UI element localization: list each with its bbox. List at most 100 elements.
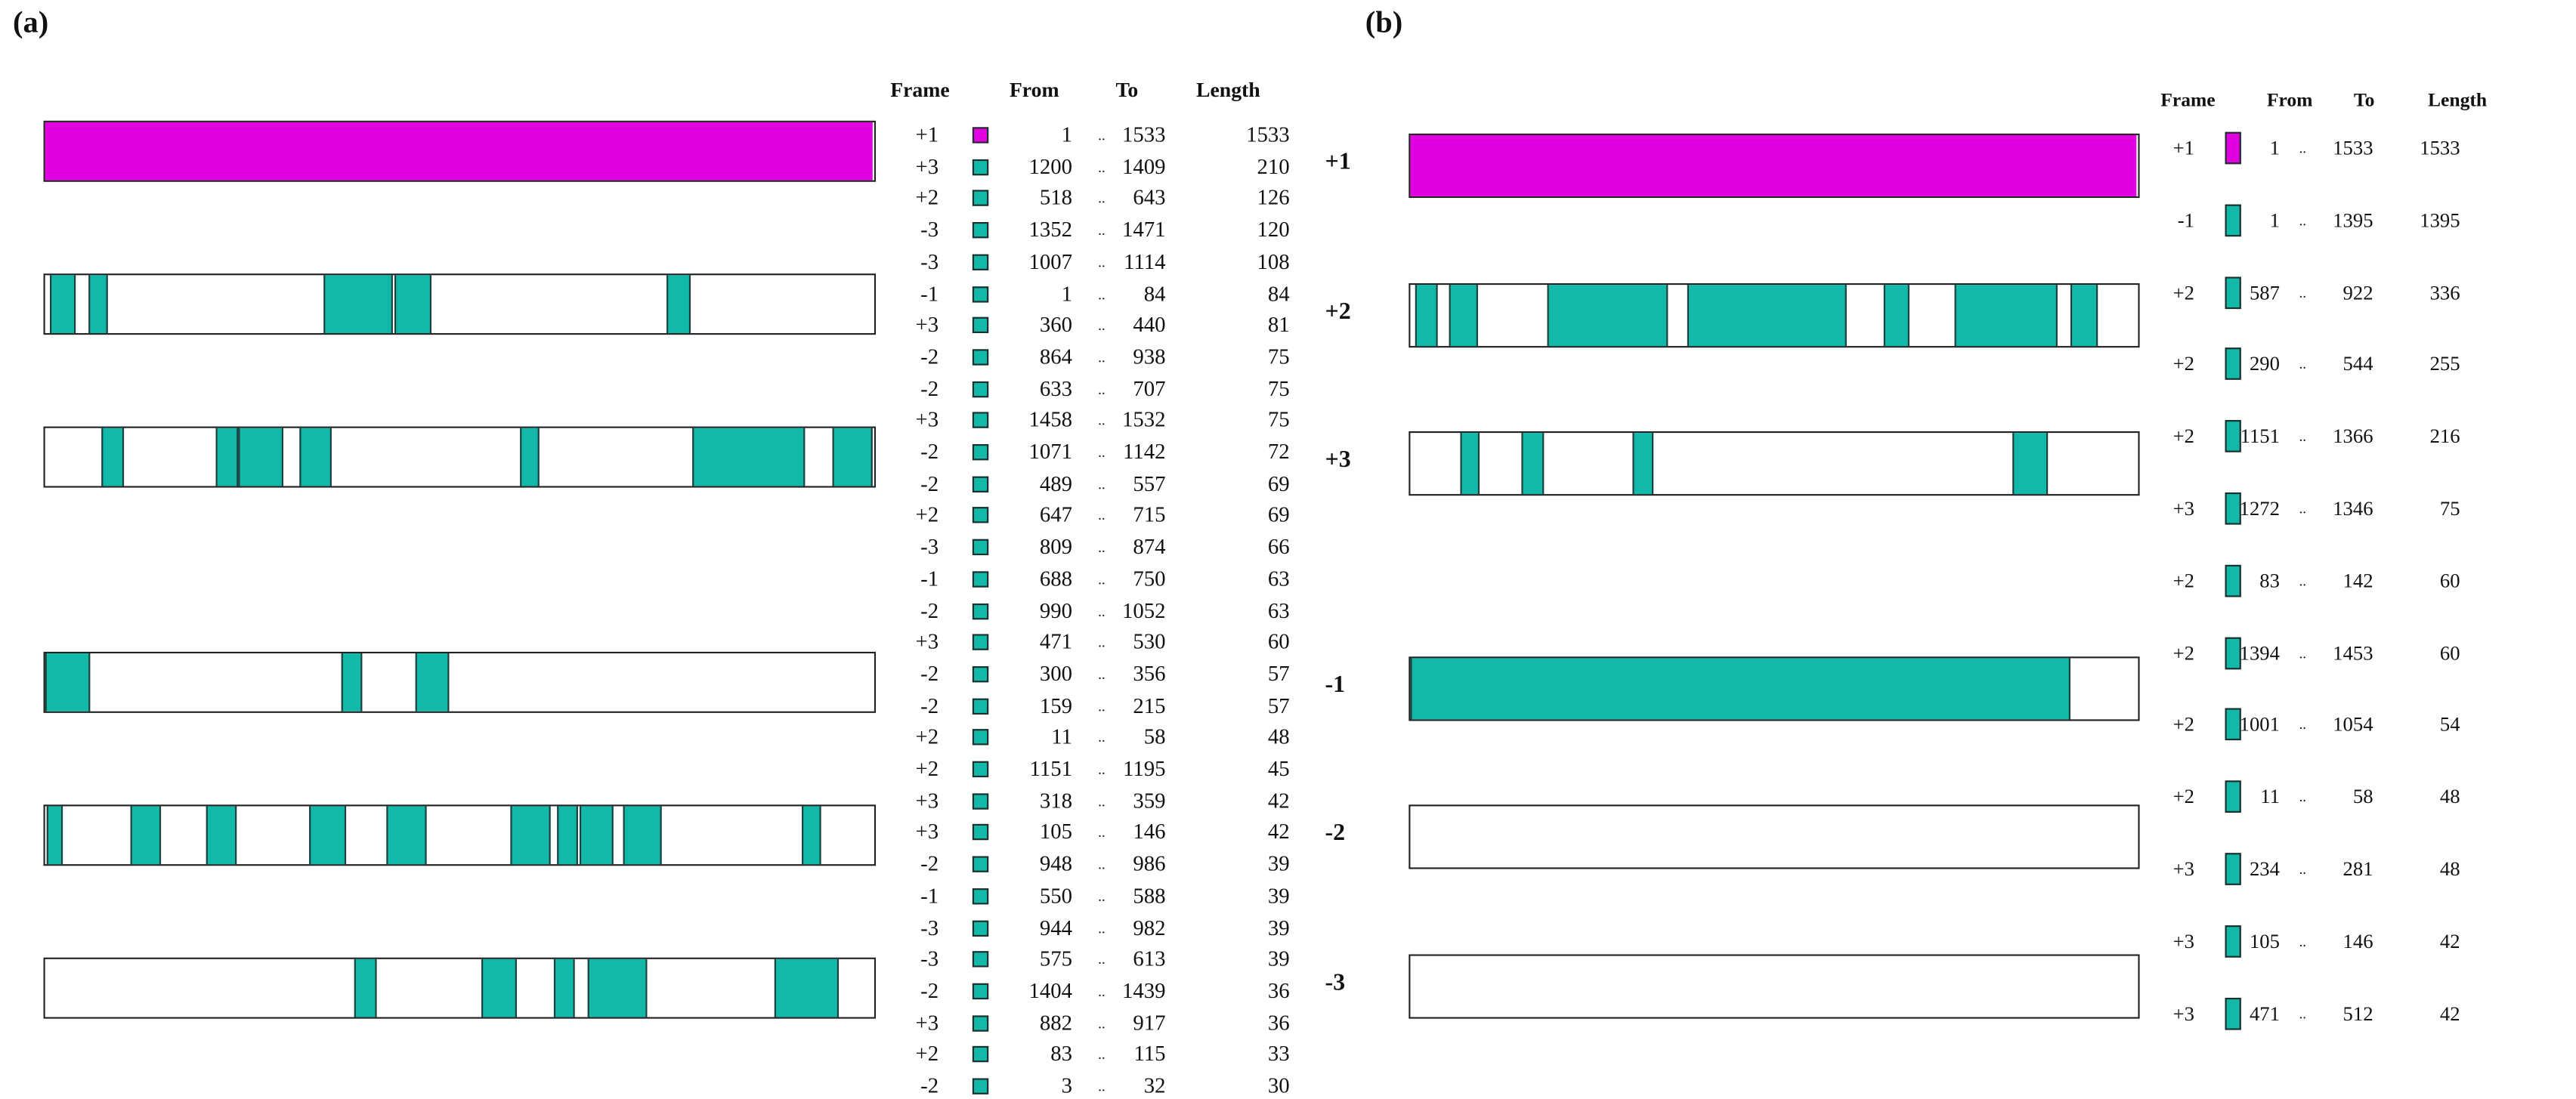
orf-block <box>308 806 346 865</box>
orf-to: 1453 <box>2333 641 2373 665</box>
orf-length: 42 <box>2439 1002 2460 1025</box>
orf-to: 874 <box>1133 534 1166 559</box>
orf-frame: -2 <box>920 978 939 1003</box>
orf-from: 633 <box>1039 375 1072 400</box>
orf-frame: +3 <box>2172 857 2195 881</box>
frame-label: -2 <box>1325 820 1346 847</box>
orf-frame: -2 <box>920 471 939 495</box>
orf-block <box>774 959 840 1017</box>
orf-frame: +2 <box>2172 641 2195 665</box>
orf-from: 105 <box>2249 930 2280 952</box>
orf-swatch <box>972 634 989 651</box>
orf-range-separator: .. <box>1098 951 1106 968</box>
orf-frame: +2 <box>2172 569 2195 592</box>
orf-swatch <box>972 983 989 999</box>
orf-from: 83 <box>1050 1042 1072 1067</box>
orf-block <box>521 428 540 486</box>
orf-range-separator: .. <box>2299 1005 2307 1022</box>
orf-frame: +3 <box>915 1010 939 1035</box>
main-orf-swatch <box>972 127 989 144</box>
orf-length: 48 <box>2439 786 2460 808</box>
orf-swatch <box>972 665 989 683</box>
orf-range-separator: .. <box>1098 286 1106 302</box>
orf-to: 938 <box>1133 344 1166 369</box>
orf-range-separator: .. <box>1098 381 1106 397</box>
header-frame: Frame <box>2160 88 2216 112</box>
orf-length: 126 <box>1257 185 1290 210</box>
orf-to: 707 <box>1133 375 1166 400</box>
orf-range-separator: .. <box>1098 475 1106 492</box>
orf-length: 75 <box>1267 407 1290 432</box>
orf-frame: +3 <box>2172 497 2195 520</box>
orf-range-separator: .. <box>2299 933 2307 949</box>
orf-to: 1052 <box>1122 597 1166 622</box>
orf-from: 948 <box>1039 851 1072 876</box>
orf-length: 63 <box>1267 566 1290 591</box>
orf-range-separator: .. <box>1098 349 1106 366</box>
orf-frame: -1 <box>920 883 939 908</box>
orf-from: 1458 <box>1028 407 1072 432</box>
orf-frame: -3 <box>920 946 939 971</box>
orf-block <box>1547 285 1668 347</box>
orf-swatch <box>2225 780 2241 813</box>
orf-from: 864 <box>1039 344 1072 369</box>
orf-to: 1395 <box>2333 208 2373 232</box>
orf-from: 587 <box>2249 280 2280 304</box>
orf-range-separator: .. <box>1098 665 1106 683</box>
orf-length: 60 <box>1267 629 1290 654</box>
frame-label: -3 <box>1325 970 1346 996</box>
orf-from: 550 <box>1039 883 1072 908</box>
orf-swatch <box>2225 204 2241 236</box>
orf-length: 81 <box>1267 312 1290 337</box>
orf-to: 917 <box>1133 1010 1166 1035</box>
orf-block <box>416 653 450 712</box>
orf-to: 142 <box>2343 569 2373 592</box>
orf-range-separator: .. <box>1098 1014 1106 1031</box>
orf-length: 36 <box>1267 1010 1290 1035</box>
orf-length: 75 <box>1267 344 1290 369</box>
frame-label: +1 <box>1325 150 1351 176</box>
orf-length: 48 <box>2439 857 2460 881</box>
orf-length: 39 <box>1267 915 1290 940</box>
orf-frame: -1 <box>2177 208 2195 232</box>
orf-from: 1071 <box>1028 439 1072 464</box>
frame-label: -1 <box>1325 672 1346 699</box>
frame-track-minus2 <box>43 804 877 866</box>
orf-range-separator: .. <box>1098 729 1106 746</box>
orf-to: 1533 <box>2333 137 2373 159</box>
orf-block <box>101 428 124 486</box>
orf-from: 489 <box>1039 471 1072 495</box>
orf-swatch <box>2225 997 2241 1030</box>
orf-frame: -2 <box>920 1073 939 1098</box>
orf-from: 1001 <box>2239 713 2280 736</box>
orf-length: 33 <box>1267 1042 1290 1067</box>
orf-to: 215 <box>1133 693 1166 718</box>
orf-from: 11 <box>1051 724 1072 749</box>
orf-length: 75 <box>1267 375 1290 400</box>
orf-block <box>481 959 517 1017</box>
orf-from: 809 <box>1039 534 1072 559</box>
orf-frame: +1 <box>915 122 939 147</box>
frame-track-minus1 <box>43 651 877 713</box>
orf-from: 518 <box>1039 185 1072 210</box>
header-length: Length <box>2427 88 2488 112</box>
orf-from: 105 <box>1039 820 1072 844</box>
orf-swatch <box>972 475 989 492</box>
orf-block <box>89 275 107 334</box>
orf-block <box>802 806 822 865</box>
orf-range-separator: .. <box>1098 412 1106 429</box>
orf-range-separator: .. <box>1098 222 1106 239</box>
orf-range-separator: .. <box>1098 190 1106 207</box>
orf-swatch <box>972 919 989 936</box>
orf-block <box>239 428 283 486</box>
orf-from: 1151 <box>1029 756 1072 781</box>
orf-block <box>323 275 392 334</box>
orf-to: 58 <box>2352 786 2373 808</box>
orf-range-separator: .. <box>1098 919 1106 936</box>
orf-to: 84 <box>1143 280 1166 305</box>
orf-to: 1114 <box>1124 249 1166 273</box>
orf-to: 613 <box>1133 946 1166 971</box>
orf-from: 944 <box>1039 915 1072 940</box>
orf-from: 1151 <box>2240 424 2280 448</box>
orf-swatch <box>972 824 989 841</box>
